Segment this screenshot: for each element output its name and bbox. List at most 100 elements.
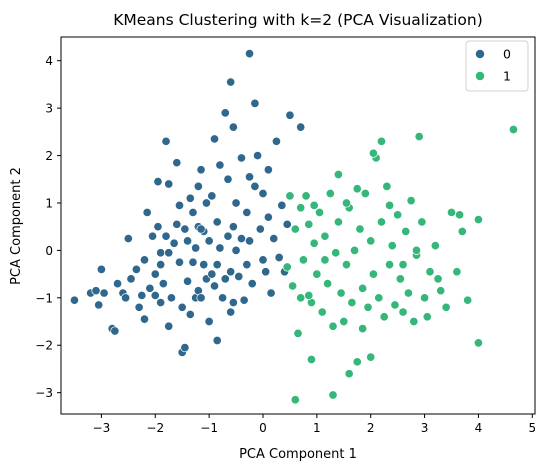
data-point-cluster-0 (212, 335, 222, 346)
data-point-cluster-0 (164, 179, 174, 189)
data-point-cluster-1 (508, 124, 519, 135)
data-point-cluster-1 (352, 357, 362, 367)
y-tick-label: 0 (45, 244, 53, 258)
plot-marks (69, 49, 519, 405)
data-point-cluster-1 (320, 255, 330, 265)
y-axis-label: PCA Component 2 (9, 167, 24, 285)
data-point-cluster-0 (204, 316, 214, 327)
data-point-cluster-0 (113, 279, 123, 289)
data-point-cluster-1 (309, 238, 319, 248)
data-point-cluster-1 (463, 295, 473, 305)
data-point-cluster-0 (212, 217, 222, 227)
data-point-cluster-0 (207, 269, 217, 279)
data-point-cluster-0 (274, 252, 284, 263)
data-point-cluster-0 (296, 122, 306, 132)
y-tick-label: 3 (45, 102, 53, 116)
data-point-cluster-1 (344, 369, 354, 379)
data-point-cluster-0 (156, 260, 166, 270)
data-point-cluster-1 (446, 207, 457, 218)
data-point-cluster-0 (193, 181, 203, 191)
data-point-cluster-0 (185, 309, 195, 319)
y-tick-label: −2 (35, 339, 53, 353)
legend-marker-1 (475, 71, 485, 81)
data-point-cluster-0 (188, 257, 198, 267)
data-point-cluster-1 (355, 224, 365, 234)
data-point-cluster-0 (110, 326, 120, 336)
data-point-cluster-1 (406, 196, 416, 206)
data-point-cluster-0 (185, 193, 195, 203)
data-point-cluster-1 (312, 269, 322, 279)
data-point-cluster-1 (304, 219, 314, 229)
data-point-cluster-1 (455, 210, 465, 220)
data-point-cluster-1 (358, 324, 368, 334)
data-point-cluster-0 (207, 191, 217, 201)
data-point-cluster-1 (347, 298, 357, 308)
data-point-cluster-1 (331, 248, 341, 258)
data-point-cluster-1 (374, 293, 384, 303)
legend-label: 0 (503, 47, 511, 62)
data-point-cluster-0 (145, 283, 155, 293)
legend-label: 1 (503, 69, 511, 84)
data-point-cluster-0 (215, 160, 225, 170)
data-point-cluster-0 (250, 181, 260, 191)
data-point-cluster-0 (142, 207, 152, 218)
data-point-cluster-0 (285, 110, 295, 120)
y-tick-label: −3 (35, 386, 53, 400)
data-point-cluster-0 (231, 245, 241, 255)
data-point-cluster-0 (231, 198, 241, 208)
y-tick-label: 1 (45, 196, 53, 210)
x-tick-label: −3 (93, 421, 111, 435)
data-point-cluster-0 (139, 255, 150, 265)
y-axis: −3 −2 −1 0 1 2 3 4 (35, 54, 61, 400)
data-point-cluster-0 (169, 238, 179, 248)
data-point-cluster-0 (174, 200, 185, 210)
data-point-cluster-1 (441, 302, 451, 312)
data-point-cluster-1 (390, 300, 400, 310)
data-point-cluster-0 (137, 290, 147, 300)
data-point-cluster-1 (317, 307, 327, 317)
data-point-cluster-1 (298, 255, 308, 265)
data-point-cluster-1 (420, 293, 430, 303)
data-point-cluster-1 (457, 226, 467, 236)
data-point-cluster-1 (333, 169, 343, 180)
data-point-cluster-0 (191, 243, 201, 253)
data-point-cluster-0 (156, 298, 166, 308)
data-point-cluster-0 (139, 314, 150, 324)
data-point-cluster-1 (341, 260, 352, 270)
x-axis-label: PCA Component 1 (239, 447, 357, 462)
data-point-cluster-0 (177, 302, 187, 312)
chart-title: KMeans Clustering with k=2 (PCA Visualiz… (113, 11, 483, 29)
data-point-cluster-0 (161, 136, 171, 146)
data-point-cluster-0 (247, 279, 257, 289)
data-point-cluster-0 (271, 136, 282, 146)
x-axis: −3 −2 −1 0 1 2 3 4 5 (93, 414, 536, 435)
data-point-cluster-1 (314, 207, 325, 218)
data-point-cluster-0 (242, 207, 252, 218)
data-point-cluster-0 (263, 212, 273, 222)
data-point-cluster-1 (296, 293, 306, 303)
data-point-cluster-1 (285, 191, 295, 201)
data-point-cluster-0 (244, 172, 255, 182)
data-point-cluster-1 (282, 262, 292, 272)
data-point-cluster-0 (91, 286, 101, 296)
data-point-cluster-1 (422, 312, 432, 322)
data-point-cluster-0 (266, 288, 276, 298)
data-point-cluster-1 (411, 245, 422, 255)
plot-frame (60, 36, 536, 415)
data-point-cluster-1 (387, 241, 397, 251)
x-tick-label: −2 (146, 421, 164, 435)
data-point-cluster-0 (161, 231, 171, 241)
data-point-cluster-0 (188, 207, 198, 218)
data-point-cluster-0 (228, 122, 238, 132)
data-point-cluster-0 (244, 236, 255, 246)
data-point-cluster-1 (385, 260, 395, 270)
data-point-cluster-0 (69, 295, 80, 305)
data-point-cluster-1 (398, 307, 408, 317)
data-point-cluster-1 (309, 200, 319, 210)
data-point-cluster-0 (258, 255, 268, 265)
data-point-cluster-0 (180, 224, 190, 234)
data-point-cluster-0 (228, 298, 238, 308)
data-point-cluster-0 (158, 279, 168, 289)
data-point-cluster-1 (290, 224, 300, 234)
x-tick-label: 3 (421, 421, 429, 435)
